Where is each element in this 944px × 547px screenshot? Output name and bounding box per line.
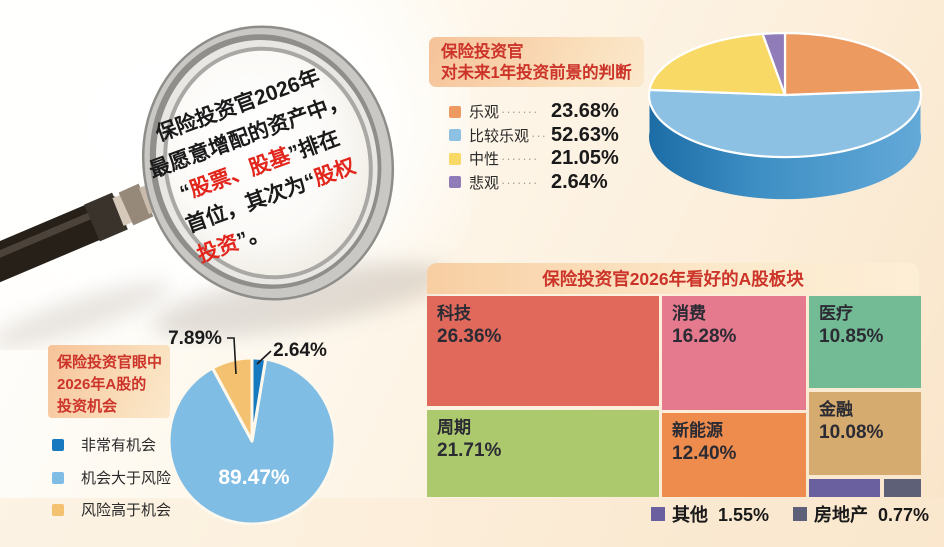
outlook-3d-pie [647,31,923,200]
legend-row-opportunity-over-risk: 机会大于风险 [52,467,171,488]
tile-pct: 12.40% [672,443,737,464]
slice-fairly-optimistic [647,88,923,159]
legend-value: 2.64% [551,170,608,193]
legend-value: 23.68% [551,100,619,123]
tile-name: 消费 [672,304,706,323]
legend-label: 悲观 [469,174,500,192]
tile-other [809,479,880,497]
tile-cyclical: 周期 21.71% [427,410,659,497]
tile-new-energy: 新能源 12.40% [662,413,806,497]
background-band [0,498,944,547]
tile-pct: 10.85% [819,326,884,347]
tile-name: 周期 [437,418,471,437]
handle-shadow [0,281,171,349]
legend-value: 0.77% [878,505,930,525]
slice-pessimistic [761,31,787,97]
pie-side-wall [649,89,922,200]
magnifier-photo: 保险投资官2026年 最愿意增配的资产中， “股票、股基”排在 首位，其次为“股… [0,25,448,349]
legend-row-real-estate: 房地产 0.77% [793,503,929,525]
legend-value: 1.55% [718,505,770,525]
tile-tech: 科技 26.36% [427,296,659,406]
opportunity-title-line1: 保险投资官眼中 [57,354,163,371]
tile-name: 金融 [819,400,853,419]
callout-label-789: 7.89% [168,328,222,349]
outlook-legend: 乐观······· 23.68% 比较乐观···· 52.63% 中性·····… [449,100,669,194]
magnifier-lens [167,50,369,276]
tile-name: 新能源 [672,421,723,440]
legend-value: 52.63% [551,123,619,146]
magnifier-rim [141,25,395,301]
glass-shadow [152,262,448,338]
opportunity-title-line2: 2026年A股的 [57,376,147,393]
risk-over-opportunity-swatch [52,503,64,516]
legend-value: 21.05% [551,147,619,170]
tile-pct: 16.28% [672,326,737,347]
legend-row-other: 其他 1.55% [651,503,769,525]
legend-label: 风险高于机会 [81,502,172,519]
neutral-swatch [449,152,461,165]
legend-label: 比较乐观 [469,127,530,145]
legend-row-optimistic: 乐观 ······· 23.68% [449,100,669,124]
legend-label: 其他 [672,505,708,525]
legend-label: 中性 [469,151,500,169]
legend-row-neutral: 中性 ······· 21.05% [449,147,669,171]
tile-name: 医疗 [819,304,853,323]
dotted-leader: ···· [531,127,545,143]
tile-name: 科技 [437,304,471,323]
magnifier-handle [0,180,173,283]
opportunity-pie: 7.89% 2.64% 89.47% [167,328,337,526]
outlook-title-line1: 保险投资官 [441,43,524,61]
legend-label: 非常有机会 [81,437,157,454]
pessimistic-swatch [449,176,461,189]
opportunity-title: 保险投资官眼中 2026年A股的 投资机会 [48,345,170,418]
pie-main-label: 89.47% [218,466,290,489]
fairly-optimistic-swatch [449,129,461,142]
outlook-title: 保险投资官 对未来1年投资前景的判断 [429,37,644,87]
outlook-title-line2: 对未来1年投资前景的判断 [441,64,632,82]
slice-optimistic [783,31,922,97]
tile-pct: 26.36% [437,326,502,347]
real-estate-swatch [793,507,807,521]
tile-finance: 金融 10.08% [809,392,921,475]
callout-label-264: 2.64% [273,340,327,361]
legend-row-fairly-optimistic: 比较乐观···· 52.63% [449,124,669,148]
other-swatch [651,507,665,521]
legend-label: 乐观 [469,104,500,122]
great-opportunity-swatch [52,438,64,451]
dotted-leader: ······· [501,174,539,190]
legend-row-great-opportunity: 非常有机会 [52,434,156,455]
slice-risk-over-opportunity [211,356,254,443]
callout-line-264 [256,350,272,365]
opportunity-title-line3: 投资机会 [57,398,118,415]
optimistic-swatch [449,105,461,118]
tile-real-estate [884,479,921,497]
tile-medical: 医疗 10.85% [809,296,921,388]
dotted-leader: ······· [501,104,539,120]
tile-consumer: 消费 16.28% [662,296,806,410]
tile-pct: 21.71% [437,440,502,461]
legend-label: 机会大于风险 [81,470,172,487]
opportunity-over-risk-swatch [52,471,64,484]
legend-row-pessimistic: 悲观 ······· 2.64% [449,171,669,195]
tile-pct: 10.08% [819,422,884,443]
legend-label: 房地产 [814,505,868,525]
slice-neutral [648,32,787,97]
dotted-leader: ······· [501,151,539,167]
callout-line-789 [227,337,237,375]
sectors-title: 保险投资官2026年看好的A股板块 [427,263,919,294]
legend-row-risk-over-opportunity: 风险高于机会 [52,499,171,520]
